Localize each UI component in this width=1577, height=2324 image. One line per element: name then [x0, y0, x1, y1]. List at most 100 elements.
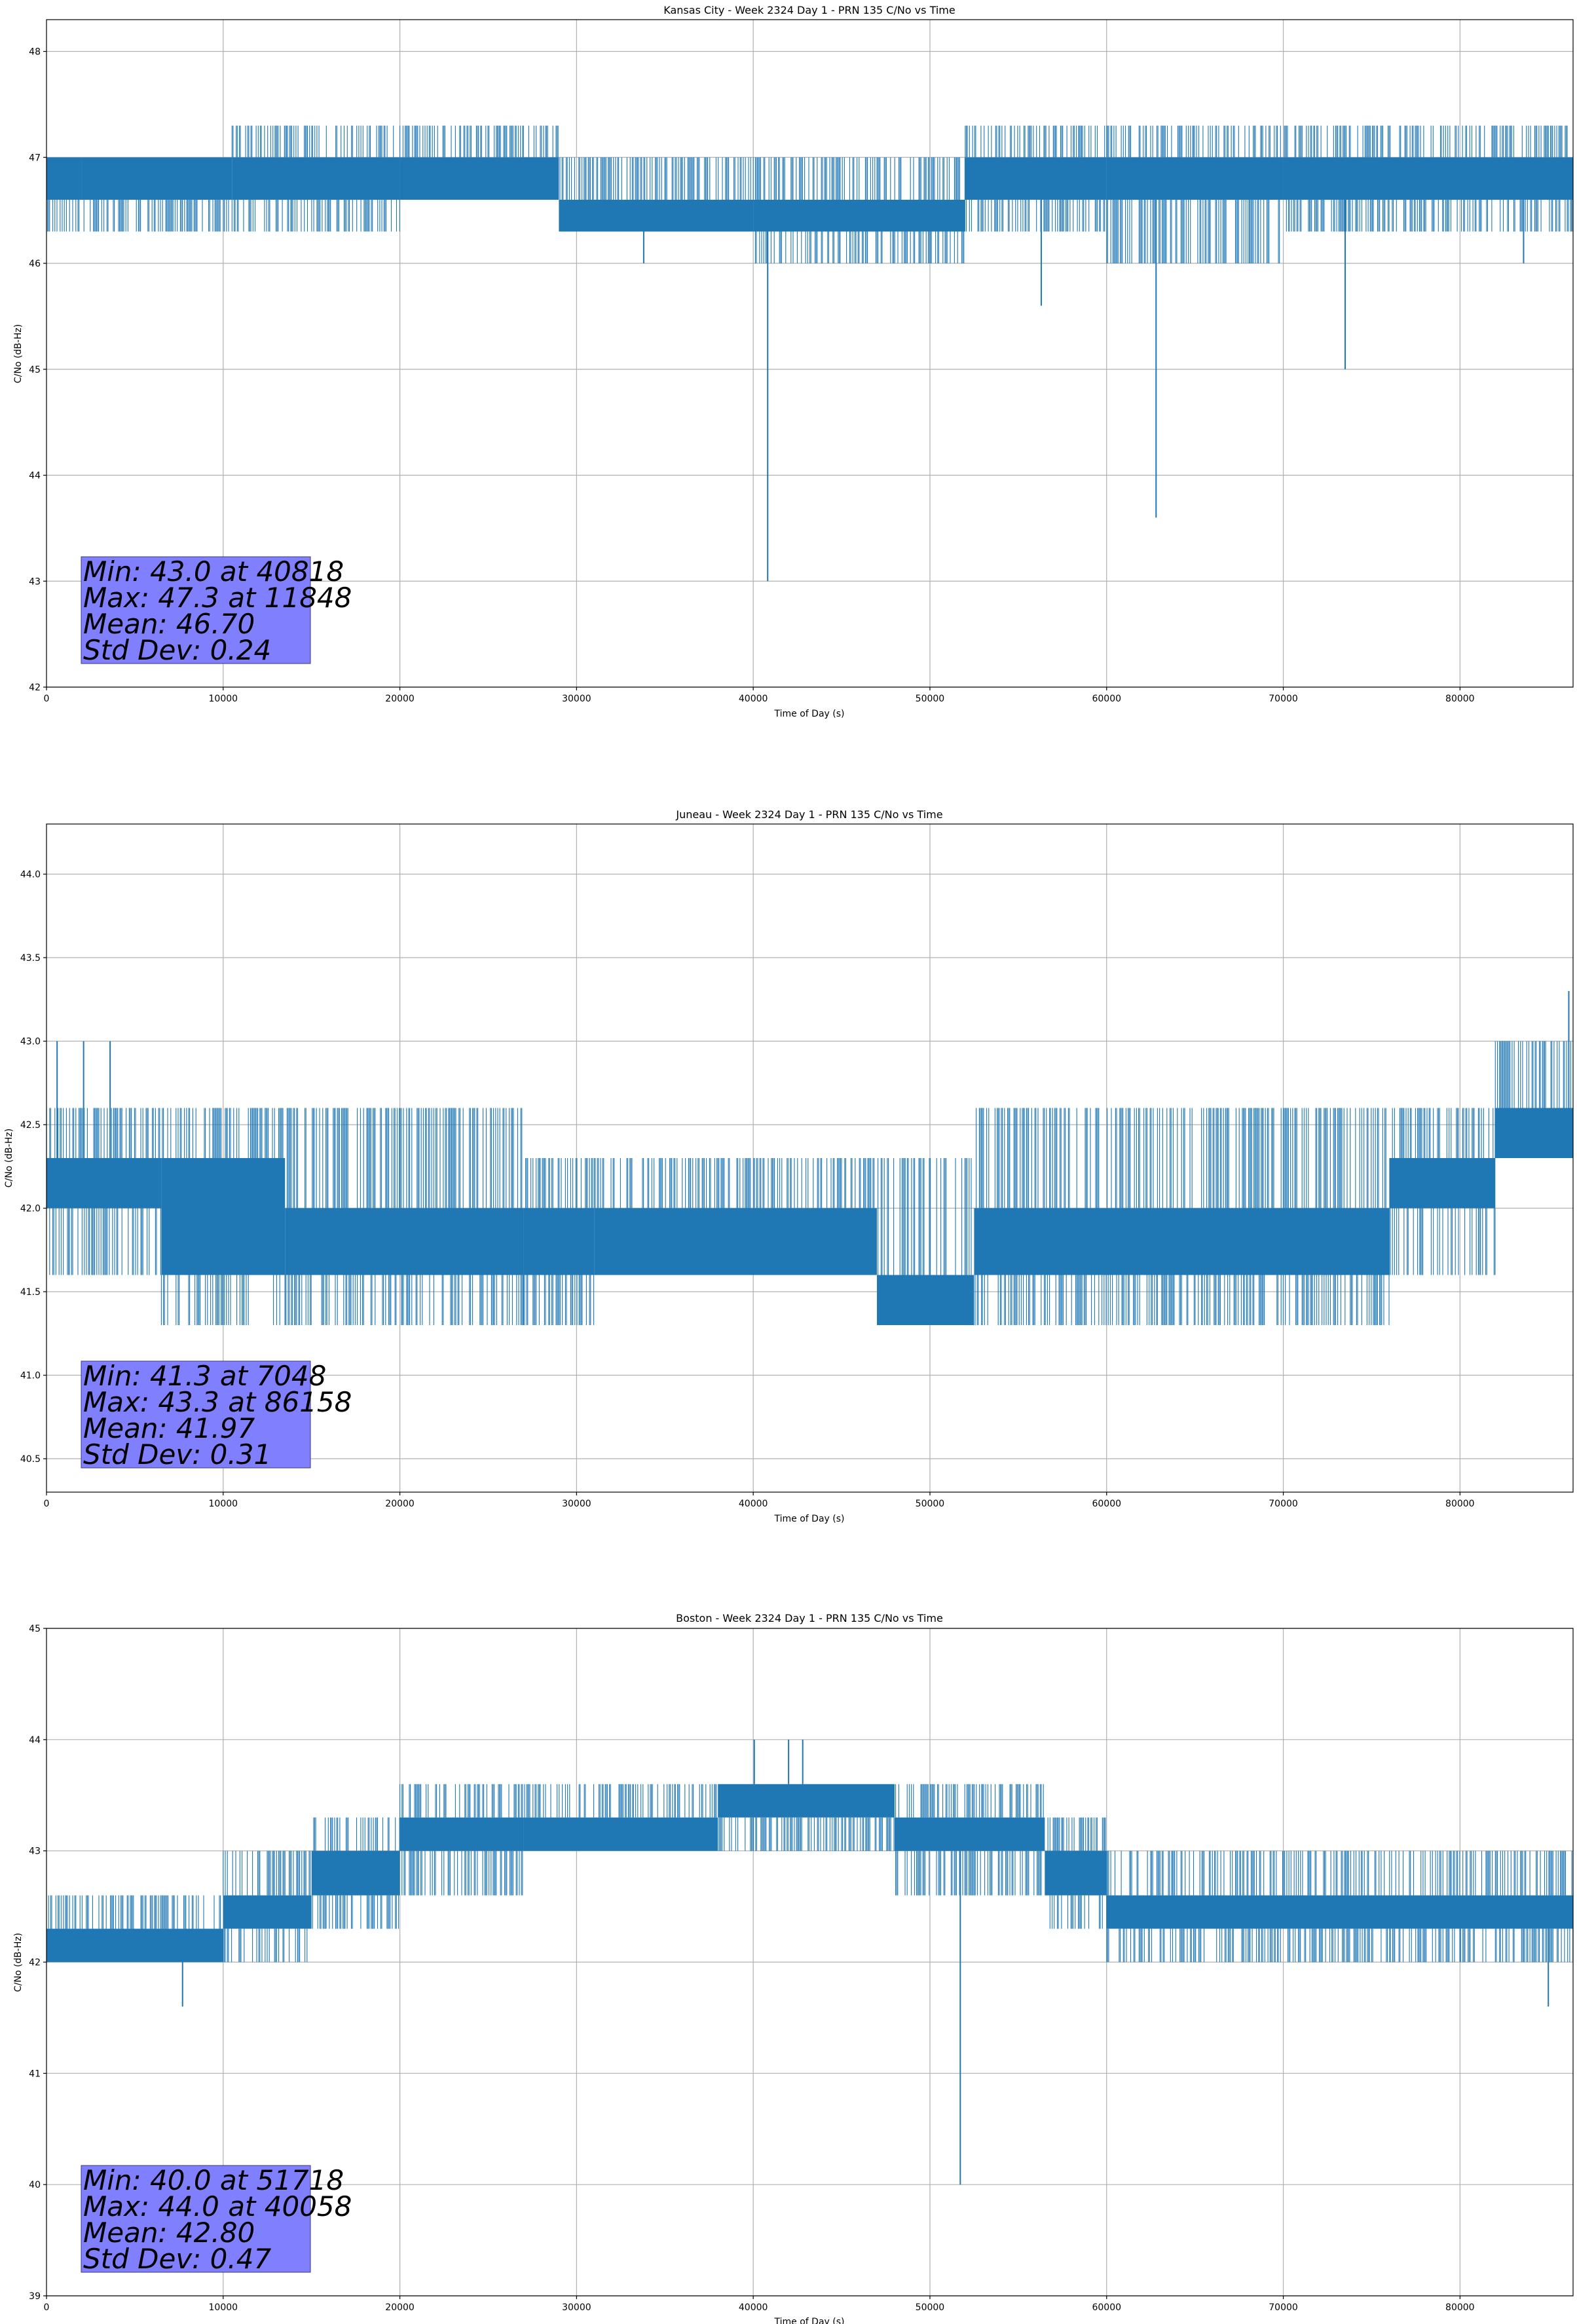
- series-noise: [1388, 1108, 1496, 1275]
- series-noise: [1047, 1817, 1107, 1929]
- series-noise: [48, 1895, 221, 1929]
- chart-panel-boston: Boston - Week 2324 Day 1 - PRN 135 C/No …: [13, 1612, 1574, 2324]
- series-core-band: [46, 1928, 223, 1962]
- stats-annotation: Min: 41.3 at 7048 Max: 43.3 at 86158 Mea…: [81, 1360, 352, 1471]
- x-tick-label: 20000: [385, 694, 415, 704]
- y-tick-label: 43: [29, 576, 41, 587]
- stats-mean: Mean: 42.80: [83, 2217, 255, 2249]
- stats-max: Max: 43.3 at 86158: [83, 1386, 352, 1418]
- series-core-band: [877, 1275, 974, 1325]
- y-tick-label: 43.5: [20, 953, 41, 964]
- series-core-band: [523, 1817, 718, 1851]
- y-axis-label: C/No (dB-Hz): [4, 1129, 14, 1188]
- series-core-band: [974, 1208, 1390, 1275]
- y-axis-label: C/No (dB-Hz): [13, 324, 24, 383]
- stats-std: Std Dev: 0.47: [83, 2243, 271, 2275]
- series-noise: [83, 200, 229, 232]
- chart-title: Boston - Week 2324 Day 1 - PRN 135 C/No …: [676, 1612, 943, 1624]
- x-tick-label: 30000: [562, 1499, 591, 1509]
- chart-panel-juneau: Juneau - Week 2324 Day 1 - PRN 135 C/No …: [4, 808, 1574, 1524]
- x-axis-label: Time of Day (s): [774, 1514, 845, 1524]
- series-line: [46, 1739, 1574, 2185]
- chart-title: Kansas City - Week 2324 Day 1 - PRN 135 …: [663, 4, 955, 16]
- stats-box: [81, 1360, 311, 1469]
- y-tick-label: 40.5: [20, 1454, 41, 1465]
- series-core-band: [1389, 1158, 1496, 1209]
- series-noise: [559, 157, 751, 200]
- series-core-band: [46, 1158, 162, 1209]
- y-tick-label: 39: [29, 2291, 41, 2302]
- stats-std: Std Dev: 0.31: [83, 1438, 271, 1471]
- series-noise: [160, 1108, 286, 1325]
- y-tick-label: 44: [29, 471, 41, 481]
- stats-max: Max: 47.3 at 11848: [83, 582, 352, 614]
- series-noise: [593, 1158, 875, 1209]
- x-tick-label: 60000: [1092, 694, 1121, 704]
- series-line: [46, 991, 1573, 1325]
- series-noise: [878, 1158, 972, 1275]
- x-tick-label: 30000: [562, 2302, 591, 2313]
- y-tick-label: 48: [29, 47, 41, 58]
- series-noise: [974, 1108, 1390, 1325]
- series-noise: [399, 125, 559, 158]
- series-noise: [1494, 1041, 1572, 1108]
- series-noise: [1106, 1850, 1574, 1962]
- stats-mean: Mean: 46.70: [83, 608, 255, 640]
- x-tick-label: 60000: [1092, 2302, 1121, 2313]
- stats-box: [81, 556, 311, 664]
- series-core-band: [1106, 157, 1284, 200]
- x-tick-label: 30000: [562, 694, 591, 704]
- x-tick-label: 50000: [916, 2302, 945, 2313]
- series-core-band: [46, 157, 82, 200]
- x-tick-label: 20000: [385, 1499, 415, 1509]
- x-tick-label: 80000: [1445, 694, 1475, 704]
- series-noise: [523, 1158, 595, 1325]
- series-noise: [1106, 125, 1281, 263]
- series-core-band: [559, 199, 754, 232]
- series-core-band: [161, 1158, 286, 1275]
- series-noise: [399, 1784, 523, 1896]
- x-tick-label: 10000: [209, 2302, 238, 2313]
- x-tick-label: 80000: [1445, 1499, 1475, 1509]
- x-tick-label: 20000: [385, 2302, 415, 2313]
- y-tick-label: 44: [29, 1735, 41, 1746]
- x-tick-label: 10000: [209, 694, 238, 704]
- y-tick-label: 42: [29, 683, 41, 693]
- y-tick-label: 44.0: [20, 870, 41, 880]
- series-noise: [965, 125, 1105, 232]
- series-core-band: [399, 1817, 524, 1851]
- series-core-band: [1045, 1850, 1107, 1896]
- plot-area-frame: [46, 823, 1574, 1493]
- y-tick-label: 41: [29, 2069, 41, 2079]
- series-noise: [284, 1108, 523, 1325]
- chart-panel-kansas-city: Kansas City - Week 2324 Day 1 - PRN 135 …: [13, 4, 1574, 719]
- series-core-band: [965, 157, 1107, 200]
- series-core-band: [399, 157, 559, 200]
- y-tick-label: 47: [29, 153, 41, 163]
- x-tick-label: 40000: [739, 694, 768, 704]
- series-noise: [312, 1817, 400, 1929]
- x-axis-label: Time of Day (s): [774, 2317, 845, 2324]
- x-tick-label: 70000: [1269, 694, 1298, 704]
- x-tick-label: 0: [44, 1499, 50, 1509]
- x-tick-label: 50000: [916, 694, 945, 704]
- y-tick-label: 46: [29, 259, 41, 269]
- y-tick-label: 41.5: [20, 1287, 41, 1298]
- stats-box: [81, 2165, 311, 2273]
- y-axis-label: C/No (dB-Hz): [13, 1933, 24, 1992]
- x-tick-label: 40000: [739, 1499, 768, 1509]
- series-noise: [524, 1784, 717, 1818]
- series-line: [46, 125, 1573, 582]
- stats-mean: Mean: 41.97: [83, 1412, 255, 1444]
- stats-annotation: Min: 43.0 at 40818 Max: 47.3 at 11848 Me…: [81, 555, 352, 666]
- series-core-band: [718, 1784, 895, 1818]
- series-core-band: [1495, 1108, 1573, 1158]
- y-tick-label: 42: [29, 1958, 41, 1968]
- series-noise: [1284, 125, 1573, 232]
- y-tick-label: 42.5: [20, 1120, 41, 1131]
- series-core-band: [81, 157, 232, 200]
- series-noise: [752, 157, 965, 263]
- stats-min: Min: 40.0 at 51718: [83, 2164, 344, 2196]
- stats-max: Max: 44.0 at 40058: [83, 2190, 352, 2222]
